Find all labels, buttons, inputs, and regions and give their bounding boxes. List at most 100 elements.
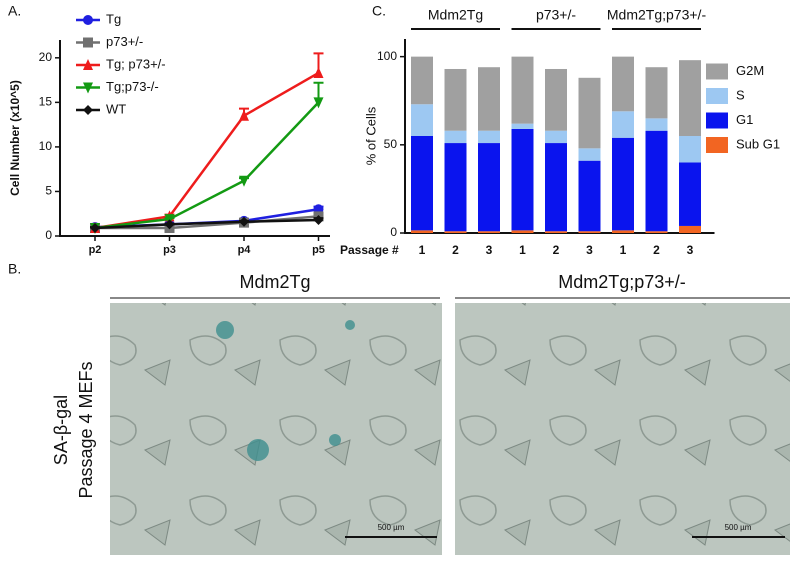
y-tick-label: 10 <box>39 139 53 153</box>
bar-segment <box>478 67 500 131</box>
bar-segment <box>411 230 433 233</box>
bar-segment <box>411 104 433 136</box>
scale-label: 500 µm <box>378 523 405 532</box>
x-tick-label: 3 <box>486 243 493 257</box>
y-axis-label: % of Cells <box>363 106 378 165</box>
image-title: Mdm2Tg <box>239 272 310 292</box>
y-tick-label: 20 <box>39 50 53 64</box>
legend-label: Tg; p73+/- <box>106 56 166 71</box>
point <box>90 222 100 233</box>
series-line <box>95 215 319 230</box>
bar-segment <box>645 231 668 233</box>
x-tick-label: 3 <box>586 243 593 257</box>
point <box>313 214 324 225</box>
panel-label: A. <box>8 3 21 19</box>
legend-marker <box>83 15 93 25</box>
bar-segment <box>478 231 500 233</box>
legend-marker <box>83 37 93 48</box>
point <box>239 175 249 187</box>
image-title: Mdm2Tg;p73+/- <box>558 272 686 292</box>
bar-segment <box>545 231 567 233</box>
x-tick-label: p5 <box>312 244 325 256</box>
x-tick-label: 2 <box>553 243 560 257</box>
legend-label: Tg <box>106 11 121 26</box>
scale-label: 500 µm <box>725 523 752 532</box>
legend-marker <box>83 59 93 70</box>
bar-segment <box>511 123 534 129</box>
bar-segment <box>545 68 567 131</box>
group-label: Mdm2Tg <box>428 7 483 23</box>
side-label: SA-β-gal <box>51 395 71 465</box>
legend-swatch <box>706 112 728 129</box>
y-axis-label: Cell Number (x10^5) <box>8 80 22 196</box>
micrograph <box>455 303 790 555</box>
group-label: p73+/- <box>536 7 576 23</box>
bar-segment <box>511 230 534 233</box>
x-tick-label: p4 <box>238 244 252 256</box>
legend-label: Sub G1 <box>736 136 780 151</box>
bar-segment <box>578 160 601 232</box>
bar-segment <box>411 56 433 105</box>
point <box>239 216 249 227</box>
point <box>239 109 249 121</box>
bar-segment <box>545 130 567 144</box>
panel-label: C. <box>372 3 386 19</box>
bar-segment <box>578 77 601 149</box>
bar-segment <box>545 143 567 232</box>
bar-segment <box>411 136 433 231</box>
y-tick-label: 5 <box>45 184 52 198</box>
bar-segment <box>679 225 701 233</box>
bar-segment <box>612 230 634 233</box>
bar-segment <box>444 130 467 144</box>
bar-segment <box>578 148 601 161</box>
side-label: Passage 4 MEFs <box>76 361 96 498</box>
bar-segment <box>612 56 634 112</box>
legend-marker <box>83 82 93 94</box>
x-tick-label: 1 <box>519 243 526 257</box>
bar-segment <box>444 231 467 233</box>
bar-segment <box>679 136 701 163</box>
legend-label: S <box>736 87 745 102</box>
point <box>313 97 324 109</box>
micrograph <box>110 303 442 555</box>
stained-cells <box>216 320 355 461</box>
x-tick-label: 1 <box>419 243 426 257</box>
y-tick-label: 0 <box>390 225 397 239</box>
legend-label: Tg;p73-/- <box>106 79 159 94</box>
x-tick-label: 3 <box>687 243 694 257</box>
legend-label: WT <box>106 101 126 116</box>
bar-segment <box>511 56 534 124</box>
legend-swatch <box>706 88 728 104</box>
x-axis-label: Passage # <box>340 243 399 257</box>
bar-segment <box>578 231 601 233</box>
group-label: Mdm2Tg;p73+/- <box>607 7 707 23</box>
x-tick-label: 2 <box>452 243 459 257</box>
bar-segment <box>444 68 467 131</box>
panel-label: B. <box>8 261 21 277</box>
bar-segment <box>645 130 668 232</box>
legend-swatch <box>706 63 728 80</box>
legend-label: p73+/- <box>106 34 143 49</box>
series-line <box>94 218 319 230</box>
x-tick-label: p2 <box>89 244 102 256</box>
bar-segment <box>679 162 701 226</box>
bar-segment <box>478 130 500 144</box>
bar-segment <box>612 137 634 231</box>
x-tick-label: p3 <box>163 244 176 256</box>
legend-label: G1 <box>736 112 753 127</box>
bar-segment <box>679 60 701 136</box>
bar-segment <box>612 111 634 138</box>
legend-label: G2M <box>736 63 764 78</box>
y-tick-label: 50 <box>384 137 398 151</box>
legend-marker <box>83 105 93 115</box>
bar-segment <box>645 118 668 131</box>
series-line <box>94 71 320 230</box>
point <box>313 66 324 78</box>
x-tick-label: 2 <box>653 243 660 257</box>
bar-segment <box>511 128 534 231</box>
bar-segment <box>444 143 467 232</box>
y-tick-label: 0 <box>45 228 52 242</box>
y-tick-label: 15 <box>39 95 53 109</box>
series-line <box>94 101 320 230</box>
